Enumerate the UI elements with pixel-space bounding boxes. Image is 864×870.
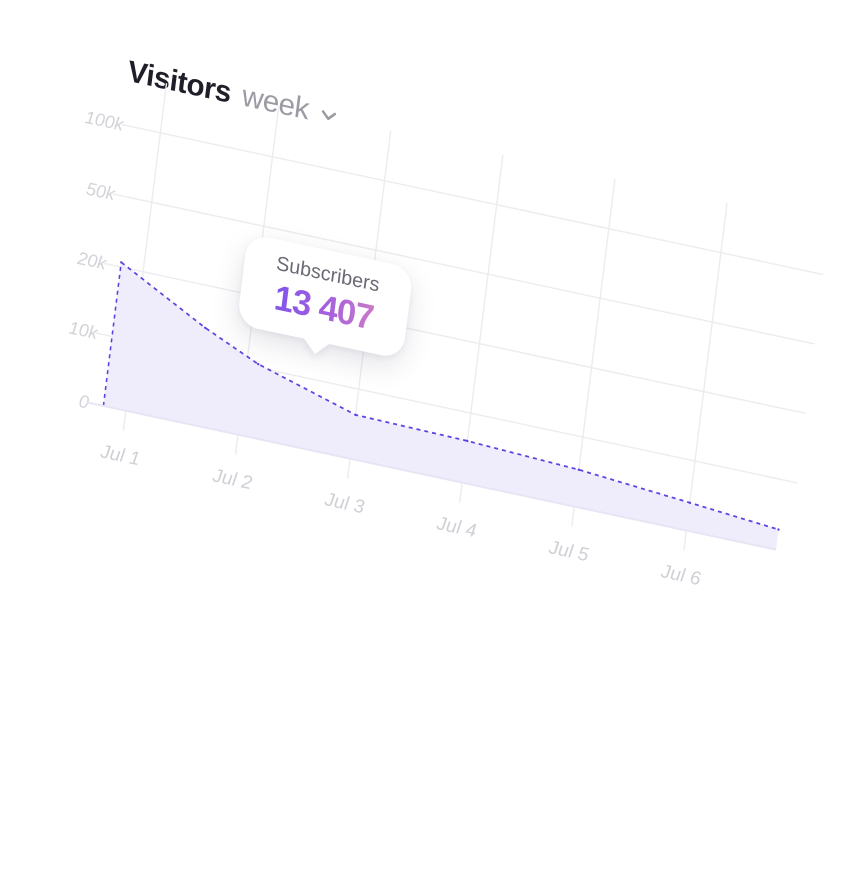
- grid-line-horizontal: [112, 193, 815, 345]
- y-tick-label: 10k: [67, 317, 99, 344]
- grid-line-horizontal: [121, 123, 824, 276]
- y-tick-label: 20k: [76, 247, 108, 274]
- data-point: [577, 468, 580, 471]
- grid-line-vertical: [683, 202, 728, 551]
- chart-card: Visitors week 100k 50k 20k 10k 0 Jul 1 J…: [51, 55, 864, 870]
- plot-area: [86, 83, 824, 551]
- y-tick-label: 50k: [85, 178, 116, 205]
- chevron-down-icon[interactable]: [319, 105, 339, 127]
- data-point: [688, 501, 691, 504]
- series-line: [120, 261, 779, 531]
- grid-line-vertical: [571, 178, 616, 527]
- data-point: [204, 326, 207, 330]
- area-fill: [103, 262, 779, 550]
- grid-line-horizontal: [104, 262, 807, 415]
- data-point: [466, 439, 469, 443]
- area-edge: [102, 262, 123, 407]
- data-point: [120, 261, 123, 264]
- y-tick-label: 0: [77, 390, 91, 413]
- x-axis-baseline: [86, 401, 777, 551]
- data-point: [354, 413, 357, 417]
- chart-header: Visitors week: [126, 55, 340, 134]
- data-point: [777, 528, 780, 531]
- data-point: [257, 362, 260, 366]
- y-tick-label: 100k: [84, 106, 125, 135]
